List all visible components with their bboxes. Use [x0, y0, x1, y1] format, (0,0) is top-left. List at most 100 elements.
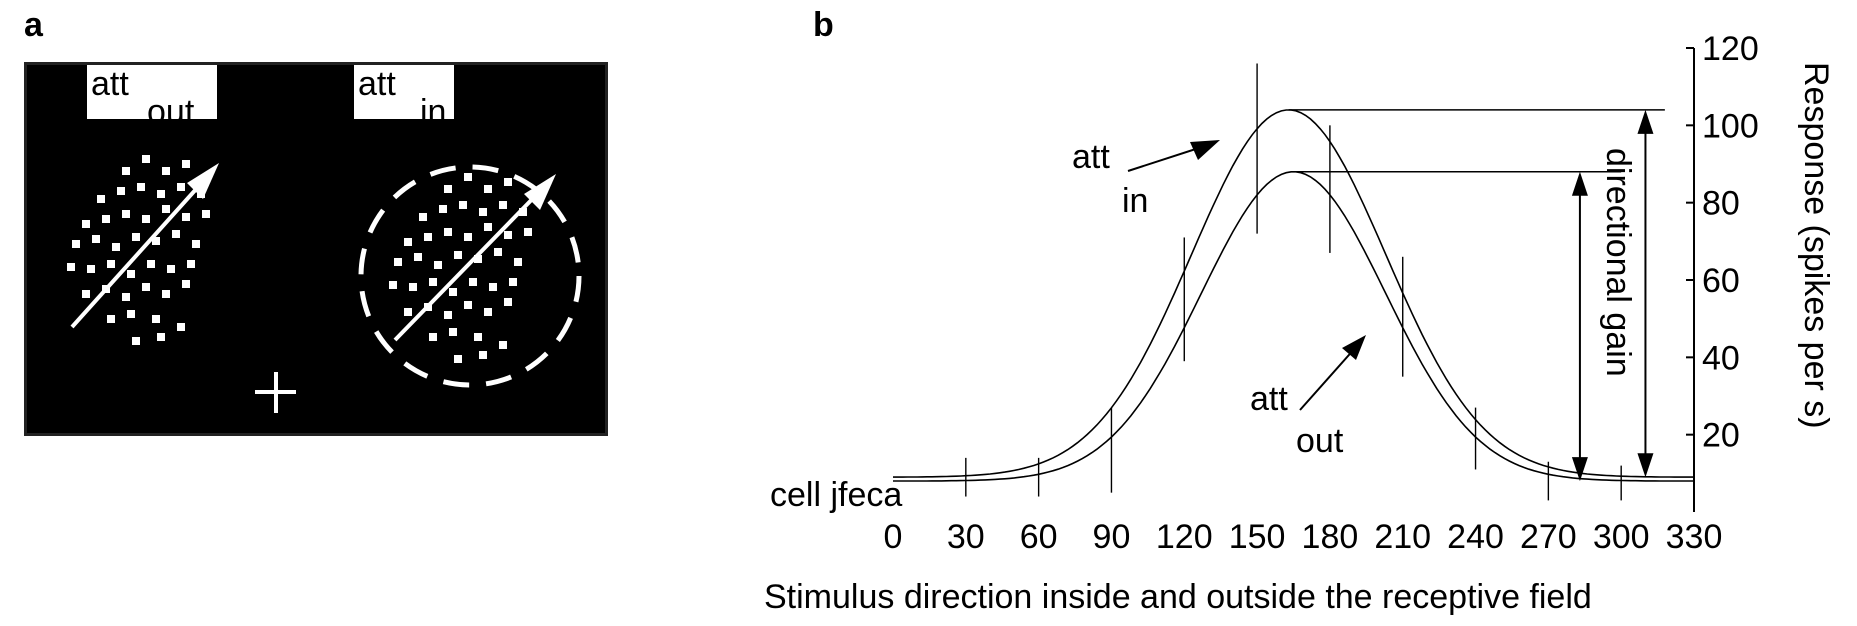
motion-dot [389, 281, 397, 289]
motion-dot [137, 183, 145, 191]
motion-dot [162, 290, 170, 298]
att-in-label: att in [354, 65, 454, 129]
motion-dot [479, 208, 487, 216]
motion-dot [504, 178, 512, 186]
y-axis: 20 40 60 80 100 120 [1686, 30, 1759, 512]
motion-dot [514, 258, 522, 266]
y-tick-label: 20 [1702, 417, 1740, 455]
curve-att-in [893, 109, 1694, 478]
motion-dot [132, 337, 140, 345]
y-tick-label: 120 [1702, 30, 1759, 68]
motion-dot [67, 263, 75, 271]
motion-dot [107, 260, 115, 268]
motion-dot [82, 290, 90, 298]
motion-arrow-out [70, 163, 219, 329]
motion-dot [187, 260, 195, 268]
motion-dot [182, 160, 190, 168]
motion-dot [152, 237, 160, 245]
att-out-pointer [1299, 346, 1357, 411]
motion-dot [162, 205, 170, 213]
gain-arrow-out-head-top [1571, 171, 1588, 196]
att-in-main: att [358, 65, 396, 103]
motion-dot [122, 167, 130, 175]
motion-dot [102, 215, 110, 223]
motion-dot [127, 310, 135, 318]
motion-dot [404, 238, 412, 246]
motion-dot [469, 278, 477, 286]
motion-dot [509, 278, 517, 286]
motion-dot [122, 210, 130, 218]
dot-field-out [67, 155, 210, 345]
motion-dot [454, 251, 462, 259]
motion-dot [142, 283, 150, 291]
motion-dot [499, 341, 507, 349]
motion-dot [72, 240, 80, 248]
x-tick-label: 300 [1593, 518, 1650, 556]
motion-dot [449, 328, 457, 336]
motion-dot [429, 333, 437, 341]
motion-dot [404, 308, 412, 316]
motion-dot [162, 167, 170, 175]
y-axis-label: Response (spikes per s) [1797, 62, 1835, 429]
x-tick-labels: 0 30 60 90 120 150 180 210 240 270 300 330 [884, 518, 1723, 556]
panel-b-label: b [813, 6, 834, 44]
x-tick-label: 210 [1374, 518, 1431, 556]
att-out-label: att out [87, 65, 217, 129]
motion-dot [519, 208, 527, 216]
motion-dot [504, 298, 512, 306]
motion-dot [132, 233, 140, 241]
gain-arrow-in-head-bottom [1637, 453, 1654, 478]
dot-field-in [389, 173, 532, 363]
att-out-main: att [91, 65, 129, 103]
att-in-annotation-main: att [1072, 138, 1110, 176]
motion-dot [449, 288, 457, 296]
motion-dot [117, 187, 125, 195]
motion-dot [464, 301, 472, 309]
error-bars [965, 63, 1622, 501]
motion-dot [192, 240, 200, 248]
motion-dot [454, 355, 462, 363]
motion-dot [177, 183, 185, 191]
curve-att-out [893, 171, 1694, 482]
motion-dot [142, 215, 150, 223]
motion-dot [182, 213, 190, 221]
fixation-cross [255, 372, 296, 413]
motion-dot [152, 315, 160, 323]
motion-dot [419, 213, 427, 221]
motion-dot [97, 195, 105, 203]
x-tick-label: 90 [1093, 518, 1131, 556]
x-tick-label: 330 [1666, 518, 1723, 556]
att-in-sub: in [420, 93, 447, 131]
annotations: att in att out directional gain cell jfe… [770, 109, 1665, 514]
motion-dot [474, 333, 482, 341]
x-tick-label: 270 [1520, 518, 1577, 556]
motion-dot [494, 248, 502, 256]
attention-circle [358, 164, 582, 388]
motion-dot [489, 283, 497, 291]
y-tick-label: 40 [1702, 339, 1740, 377]
motion-dot [429, 278, 437, 286]
motion-dot [177, 323, 185, 331]
motion-dot [167, 265, 175, 273]
x-tick-label: 150 [1229, 518, 1286, 556]
motion-dot [87, 265, 95, 273]
x-tick-label: 0 [884, 518, 903, 556]
motion-dot [484, 308, 492, 316]
att-out-pointer-head [1342, 335, 1366, 360]
stimulus-svg [67, 155, 582, 413]
motion-dot [444, 185, 452, 193]
motion-dot [122, 293, 130, 301]
motion-dot [127, 270, 135, 278]
motion-dot [459, 201, 467, 209]
gain-arrow-in-head-top [1637, 109, 1654, 134]
x-tick-label: 60 [1020, 518, 1058, 556]
motion-dot [147, 260, 155, 268]
motion-dot [142, 155, 150, 163]
motion-dot [82, 220, 90, 228]
att-out-sub: out [147, 93, 195, 131]
motion-arrow-in [393, 174, 556, 342]
att-in-pointer-head [1190, 140, 1220, 160]
directional-gain-label: directional gain [1599, 148, 1637, 377]
motion-dot [484, 185, 492, 193]
